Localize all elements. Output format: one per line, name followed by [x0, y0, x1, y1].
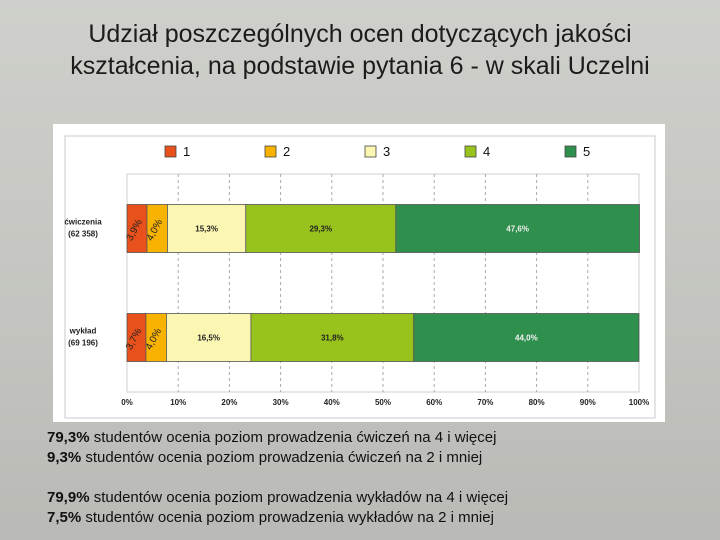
chart-frame — [64, 135, 656, 419]
legend-swatch-1 — [164, 145, 177, 158]
summary-desc: studentów ocenia poziom prowadzenia wykł… — [89, 489, 509, 506]
slide-title: Udział poszczególnych ocen dotyczących j… — [70, 20, 650, 80]
legend-swatch-2 — [264, 145, 277, 158]
data-label: 31,8% — [321, 334, 344, 343]
x-tick-label: 70% — [477, 398, 493, 407]
summary-line-lectures-low: 7,5% studentów ocenia poziom prowadzenia… — [47, 508, 707, 528]
summary-line-lectures-high: 79,9% studentów ocenia poziom prowadzeni… — [47, 488, 707, 508]
legend-swatch-5 — [564, 145, 577, 158]
x-tick-label: 80% — [529, 398, 545, 407]
summary-line-exercises-low: 9,3% studentów ocenia poziom prowadzenia… — [47, 448, 707, 468]
chart-card: 1 2 3 4 5 0% 10% 20% 30% 40% 50% 60% 70% 80% 90% 100% ćw… — [53, 124, 665, 422]
data-label: 44,0% — [515, 334, 538, 343]
summary-desc: studentów ocenia poziom prowadzenia ćwic… — [81, 449, 483, 466]
legend-label-1: 1 — [183, 144, 190, 159]
category-count: (69 196) — [68, 339, 98, 348]
summary-text: 79,3% studentów ocenia poziom prowadzeni… — [47, 428, 707, 528]
legend: 1 2 3 4 5 — [164, 144, 590, 159]
data-label: 15,3% — [195, 225, 218, 234]
legend-label-3: 3 — [383, 144, 390, 159]
legend-swatch-3 — [364, 145, 377, 158]
x-tick-label: 90% — [580, 398, 596, 407]
bar-segment-3 — [166, 313, 252, 362]
bar-segment-5 — [395, 204, 640, 253]
data-label: 47,6% — [506, 225, 529, 234]
summary-value: 79,3% — [47, 429, 90, 446]
legend-label-2: 2 — [283, 144, 290, 159]
category-label: wykład — [69, 327, 97, 336]
x-tick-label: 40% — [324, 398, 340, 407]
x-tick-label: 0% — [121, 398, 133, 407]
bar-segment-4 — [250, 313, 415, 362]
stacked-bar-chart: 1 2 3 4 50% 10% 20% 30% 40% 50% 60% 70% 80% 90% 100%ćw… — [64, 135, 656, 419]
category-label: ćwiczenia — [64, 218, 102, 227]
legend-swatch-4 — [464, 145, 477, 158]
summary-desc: studentów ocenia poziom prowadzenia ćwic… — [89, 429, 497, 446]
summary-value: 79,9% — [47, 489, 90, 506]
x-tick-label: 10% — [170, 398, 186, 407]
summary-value: 7,5% — [47, 509, 82, 526]
category-count: (62 358) — [68, 230, 98, 239]
x-tick-label: 30% — [273, 398, 289, 407]
data-label: 29,3% — [309, 225, 332, 234]
bar-segment-5 — [413, 313, 640, 362]
x-tick-label: 50% — [375, 398, 391, 407]
x-tick-label: 60% — [426, 398, 442, 407]
x-tick-label: 20% — [221, 398, 237, 407]
x-tick-label: 100% — [629, 398, 649, 407]
summary-value: 9,3% — [47, 449, 82, 466]
data-label: 16,5% — [197, 334, 220, 343]
summary-desc: studentów ocenia poziom prowadzenia wykł… — [81, 509, 494, 526]
summary-line-exercises-high: 79,3% studentów ocenia poziom prowadzeni… — [47, 428, 707, 448]
legend-label-4: 4 — [483, 144, 490, 159]
bar-segment-4 — [245, 204, 397, 253]
bar-segment-3 — [167, 204, 247, 253]
legend-label-5: 5 — [583, 144, 590, 159]
